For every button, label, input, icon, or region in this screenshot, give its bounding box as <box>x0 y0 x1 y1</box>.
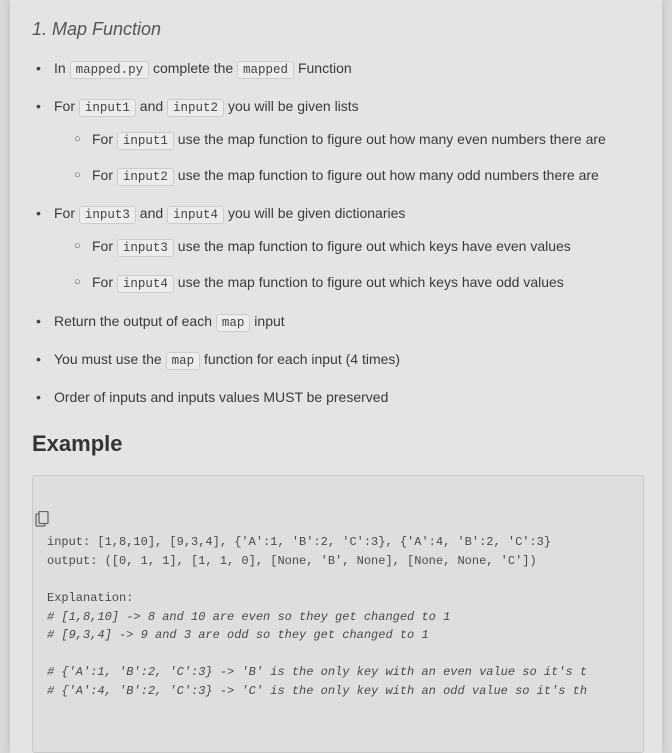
bullet-item: In mapped.py complete the mapped Functio… <box>36 58 644 80</box>
code-block: input: [1,8,10], [9,3,4], {'A':1, 'B':2,… <box>32 475 644 753</box>
bullet-item: For input1 and input2 you will be given … <box>36 96 644 187</box>
copy-icon[interactable] <box>35 475 49 490</box>
code-line: Explanation: <box>47 591 133 605</box>
text: For <box>92 274 113 290</box>
text: use the map function to figure out how m… <box>178 167 599 183</box>
document-page: 1. Map Function In mapped.py complete th… <box>10 0 662 753</box>
text: Order of inputs and inputs values MUST b… <box>54 389 388 405</box>
bullet-item: Order of inputs and inputs values MUST b… <box>36 387 644 409</box>
bullet-item: You must use the map function for each i… <box>36 349 644 371</box>
code-content: input: [1,8,10], [9,3,4], {'A':1, 'B':2,… <box>47 533 629 700</box>
code-line: output: ([0, 1, 1], [1, 1, 0], [None, 'B… <box>47 554 537 568</box>
text: you will be given lists <box>228 98 359 114</box>
text: You must use the <box>54 351 162 367</box>
text: and <box>140 205 163 221</box>
sub-bullet-item: For input2 use the map function to figur… <box>74 165 644 187</box>
code-inline: input4 <box>117 275 174 293</box>
text: input <box>254 313 284 329</box>
code-inline: input1 <box>117 132 174 150</box>
code-line: # {'A':1, 'B':2, 'C':3} -> 'B' is the on… <box>47 665 587 679</box>
code-inline: input4 <box>167 206 224 224</box>
code-line: # {'A':4, 'B':2, 'C':3} -> 'C' is the on… <box>47 684 587 698</box>
code-line: # [1,8,10] -> 8 and 10 are even so they … <box>47 610 450 624</box>
sub-bullet-item: For input4 use the map function to figur… <box>74 272 644 294</box>
text: Return the output of each <box>54 313 212 329</box>
bullet-item: For input3 and input4 you will be given … <box>36 203 644 294</box>
text: For <box>92 238 113 254</box>
code-line: input: [1,8,10], [9,3,4], {'A':1, 'B':2,… <box>47 535 551 549</box>
text: For <box>92 167 113 183</box>
text: Function <box>298 60 352 76</box>
code-inline: mapped.py <box>70 61 150 79</box>
text: function for each input (4 times) <box>204 351 400 367</box>
text: For <box>54 205 75 221</box>
text: In <box>54 60 66 76</box>
text: use the map function to figure out how m… <box>178 131 606 147</box>
text: and <box>140 98 163 114</box>
text: you will be given dictionaries <box>228 205 405 221</box>
sub-bullet-item: For input3 use the map function to figur… <box>74 236 644 258</box>
text: use the map function to figure out which… <box>178 238 571 254</box>
sub-list: For input1 use the map function to figur… <box>54 129 644 188</box>
code-inline: input3 <box>79 206 136 224</box>
code-inline: input2 <box>117 168 174 186</box>
code-inline: map <box>216 314 251 332</box>
instruction-list: In mapped.py complete the mapped Functio… <box>32 58 644 409</box>
code-inline: input3 <box>117 239 174 257</box>
text: For <box>54 98 75 114</box>
code-inline: mapped <box>237 61 294 79</box>
text: For <box>92 131 113 147</box>
code-inline: map <box>166 352 201 370</box>
text: complete the <box>153 60 233 76</box>
code-line: # [9,3,4] -> 9 and 3 are odd so they get… <box>47 628 429 642</box>
example-heading: Example <box>32 427 644 461</box>
sub-list: For input3 use the map function to figur… <box>54 236 644 295</box>
section-heading: 1. Map Function <box>32 16 644 44</box>
text: use the map function to figure out which… <box>178 274 564 290</box>
code-inline: input2 <box>167 99 224 117</box>
code-inline: input1 <box>79 99 136 117</box>
bullet-item: Return the output of each map input <box>36 311 644 333</box>
sub-bullet-item: For input1 use the map function to figur… <box>74 129 644 151</box>
